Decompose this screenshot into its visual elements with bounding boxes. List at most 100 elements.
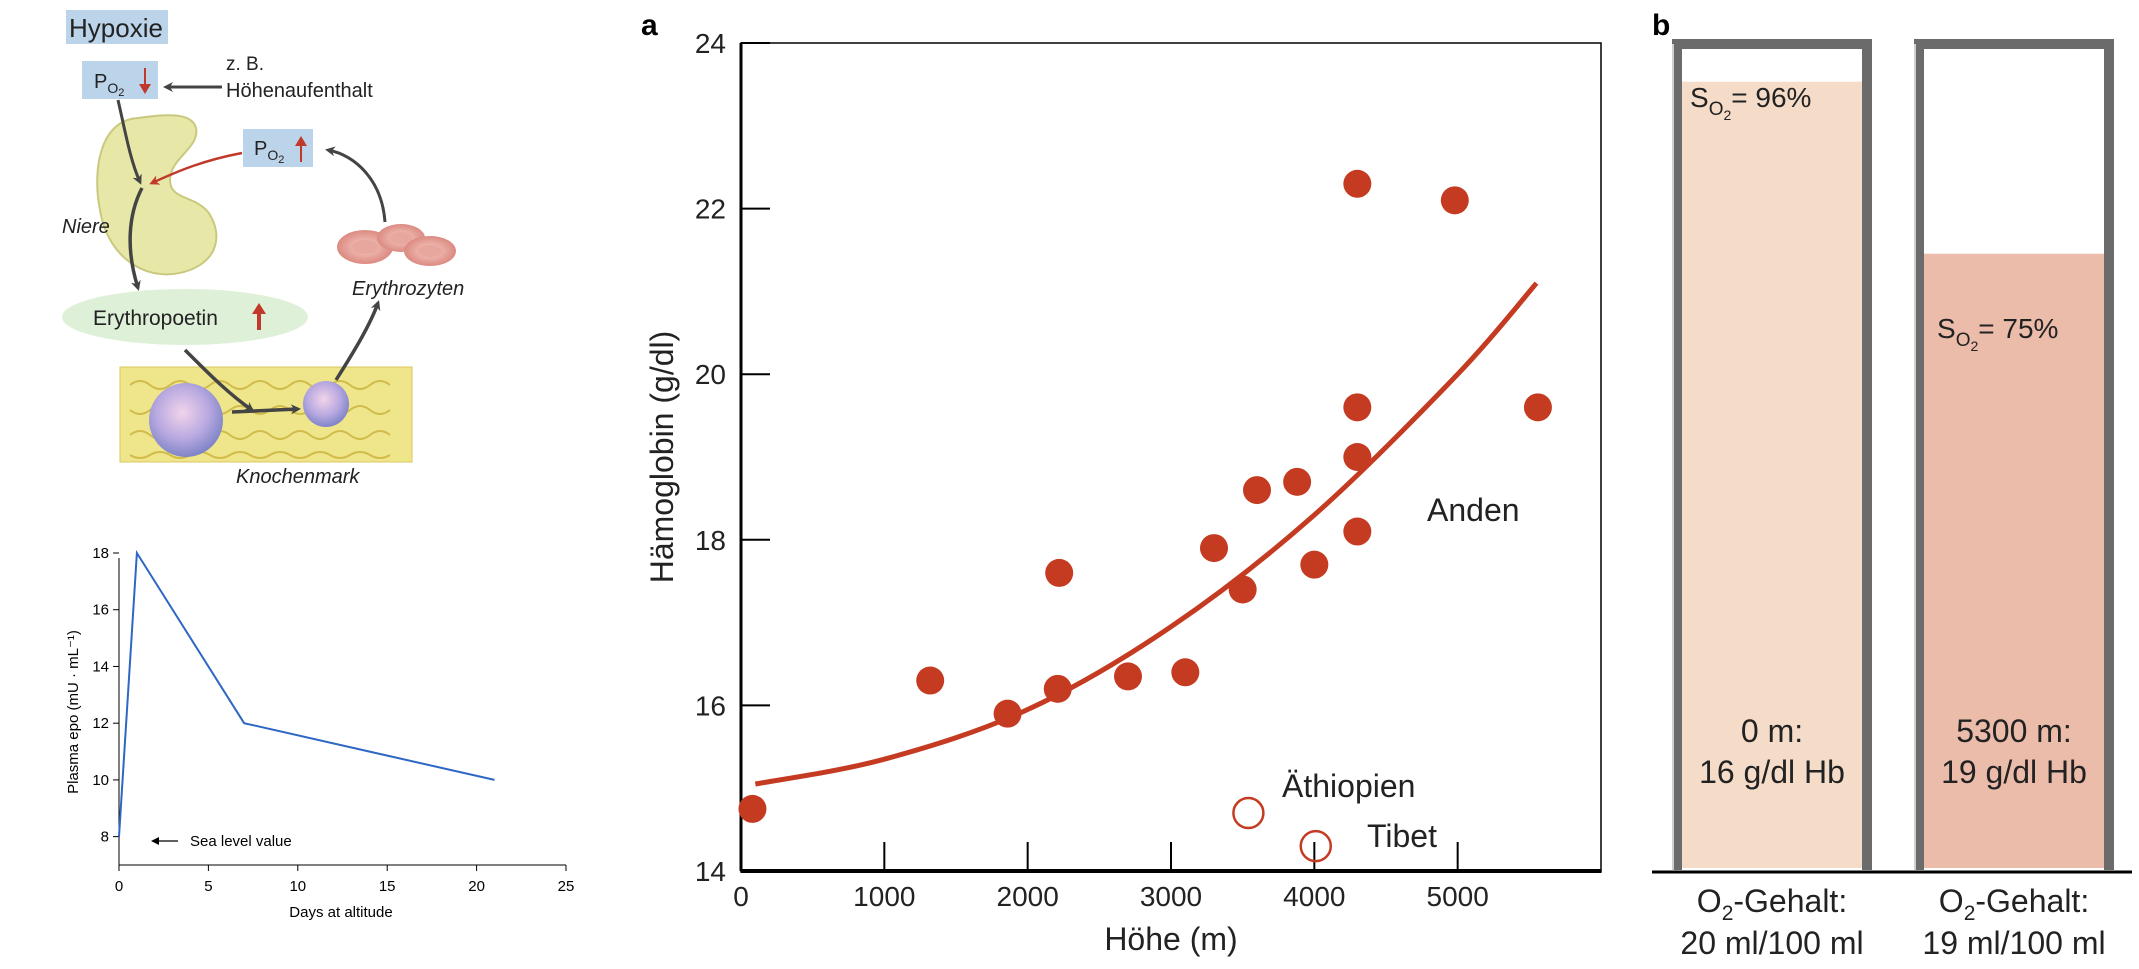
bar-0m-saturation: SO2= 96% (1690, 82, 1811, 123)
panel-a-label: a (641, 9, 658, 42)
down-arrow-icon (139, 68, 151, 94)
bar-5300m-caption-line1: 5300 m: (1956, 713, 2072, 749)
epo-y-tick-label: 10 (92, 772, 109, 789)
up-arrow-icon (252, 303, 266, 330)
feedback-arrow (149, 151, 243, 185)
hb-x-tick-label: 3000 (1140, 881, 1202, 912)
cells-to-po2-arrow (325, 146, 387, 223)
hb-y-tick-label: 20 (695, 359, 726, 390)
hb-y-tick-label: 24 (695, 28, 726, 59)
hb-data-point (1114, 662, 1142, 691)
hb-x-tick-label: 1000 (853, 881, 915, 912)
epo-y-tick-label: 14 (92, 658, 109, 675)
hb-data-point (993, 699, 1022, 728)
series-label-aethiopien: Äthiopien (1282, 768, 1415, 804)
hemoglobin-altitude-chart: a 0 1000 2000 3000 4000 5000 14 16 18 20 22 24 Ande… (641, 9, 1602, 957)
hb-data-point (1045, 558, 1074, 587)
hb-data-point (1171, 658, 1200, 687)
bar-5300m-frame (1914, 39, 2114, 870)
kidney-label: Niere (62, 216, 110, 238)
epo-x-tick-label: 10 (289, 878, 306, 895)
hb-data-point (1243, 476, 1271, 505)
maturation-arrow (231, 404, 301, 415)
hb-data-point (1523, 393, 1552, 422)
epo-to-marrow-arrow (183, 348, 255, 412)
hb-data-point (916, 666, 945, 695)
hb-data-point (1300, 550, 1329, 579)
epo-ellipse (62, 289, 308, 345)
hb-data-point (1200, 534, 1228, 563)
epo-x-tick-label: 15 (379, 878, 396, 895)
epo-x-tick-label: 25 (558, 878, 575, 895)
bar-5300m-caption-line2: 19 g/dl Hb (1941, 754, 2087, 790)
bar-5300m-o2-content-value: 19 ml/100 ml (1922, 925, 2105, 961)
po2-high-label: PO2 (254, 138, 284, 166)
bar-0m-caption-line1: 0 m: (1741, 713, 1803, 749)
bar-0m-caption-line2: 16 g/dl Hb (1699, 754, 1845, 790)
hb-plot-frame (740, 42, 1602, 873)
erythrocytes-label: Erythrozyten (352, 278, 464, 300)
series-label-anden: Anden (1427, 492, 1520, 528)
hb-data-point (1343, 169, 1372, 198)
epo-line-chart: 0 5 10 15 20 25 8 10 12 14 16 18 Sea level value Da… (65, 545, 574, 921)
hb-x-label: Höhe (m) (1104, 921, 1237, 957)
epo-label: Erythropoetin (93, 307, 218, 330)
bar-0m-fill (1677, 81, 1863, 868)
hb-y-tick-label: 18 (695, 525, 726, 556)
hb-data-point (1043, 674, 1072, 703)
hb-y-tick-label: 16 (695, 690, 726, 721)
epo-y-label: Plasma epo (mU · mL⁻¹) (65, 630, 82, 794)
sea-level-annotation: Sea level value (190, 833, 292, 850)
series-label-tibet: Tibet (1367, 818, 1437, 854)
bar-0m-o2-content-label: O2-Gehalt: (1697, 883, 1847, 925)
epo-y-tick-label: 8 (101, 829, 109, 846)
saturation-bar-5300m: SO2= 75% 5300 m: 19 g/dl Hb O2-Gehalt: 1… (1914, 39, 2114, 961)
hb-data-point (1343, 443, 1372, 471)
bar-5300m-saturation: SO2= 75% (1937, 313, 2058, 354)
kidney-to-epo-arrow (128, 187, 144, 291)
bar-5300m-o2-content-label: O2-Gehalt: (1939, 883, 2089, 925)
erythrocytes-icon (337, 224, 456, 266)
hb-data-point (1283, 467, 1312, 496)
hb-data-point (1440, 186, 1469, 215)
epo-x-tick-label: 0 (115, 878, 123, 895)
hb-trend-curve (754, 281, 1539, 787)
hb-x-tick-label: 0 (733, 881, 749, 912)
saturation-bars-chart: b SO2= 96% 0 m: 16 g/dl Hb O2-Gehalt: 20… (1652, 9, 2132, 961)
hb-x-tick-label: 2000 (997, 881, 1059, 912)
epo-series-line (118, 549, 495, 837)
hb-data-point (1343, 517, 1372, 546)
panel-b-label: b (1652, 9, 1670, 42)
hb-y-label: Hämoglobin (g/dl) (644, 331, 680, 584)
cause-label-line1: z. B. (226, 54, 264, 75)
bar-0m-o2-content-value: 20 ml/100 ml (1680, 925, 1863, 961)
hb-data-point-open (1232, 796, 1265, 830)
marrow-label: Knochenmark (236, 466, 360, 488)
hb-y-tick-label: 22 (695, 194, 726, 225)
epo-y-tick-label: 12 (92, 715, 109, 732)
stem-cell-icon (149, 383, 223, 457)
hb-data-point-open (1299, 829, 1333, 863)
epo-x-tick-label: 20 (468, 878, 485, 895)
hypoxia-title-box (66, 10, 168, 44)
cause-label-line2: Höhenaufenthalt (226, 80, 373, 102)
hypoxia-title: Hypoxie (69, 13, 163, 43)
hb-data-point (738, 794, 767, 823)
stimulus-arrow (116, 99, 142, 185)
hb-x-tick-label: 4000 (1283, 881, 1345, 912)
epo-x-label: Days at altitude (289, 904, 392, 921)
hb-y-tick-label: 14 (695, 856, 726, 887)
po2-low-label: PO2 (94, 71, 124, 99)
up-arrow-icon (295, 136, 307, 162)
progenitor-cell-icon (303, 381, 349, 427)
hypoxia-diagram: Hypoxie PO2 z. B. Höhenaufenthalt Niere … (62, 10, 464, 488)
hb-x-tick-label: 5000 (1427, 881, 1489, 912)
epo-y-tick-label: 18 (92, 545, 109, 562)
bar-5300m-fill (1919, 253, 2105, 868)
bar-0m-frame (1672, 39, 1872, 870)
hb-data-point (1228, 575, 1257, 604)
epo-x-tick-label: 5 (204, 878, 212, 895)
epo-y-tick-label: 16 (92, 602, 109, 619)
saturation-bar-0m: SO2= 96% 0 m: 16 g/dl Hb O2-Gehalt: 20 m… (1672, 39, 1872, 961)
